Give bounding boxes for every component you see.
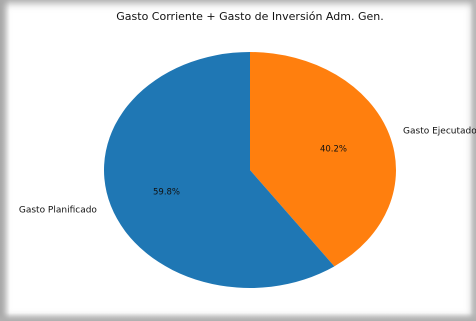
pie-slices [103, 52, 396, 289]
frame-shadow-bottom [0, 313, 476, 321]
frame-shadow-left [0, 0, 10, 321]
slice-percent-label: 40.2% [320, 145, 347, 155]
slice-percent-label: 59.8% [153, 187, 180, 197]
pie-slice-gasto-ejecutado [250, 52, 396, 267]
slice-label: Gasto Planificado [19, 205, 98, 215]
slice-label: Gasto Ejecutado [403, 127, 476, 137]
pie-labels: Gasto Ejecutado 40.2% Gasto Planificado 59.… [19, 127, 476, 216]
pie-slice-gasto-planificado [103, 52, 335, 289]
chart-title: Gasto Corriente + Gasto de Inversión Adm… [116, 10, 383, 23]
frame-shadow-right [470, 0, 476, 321]
